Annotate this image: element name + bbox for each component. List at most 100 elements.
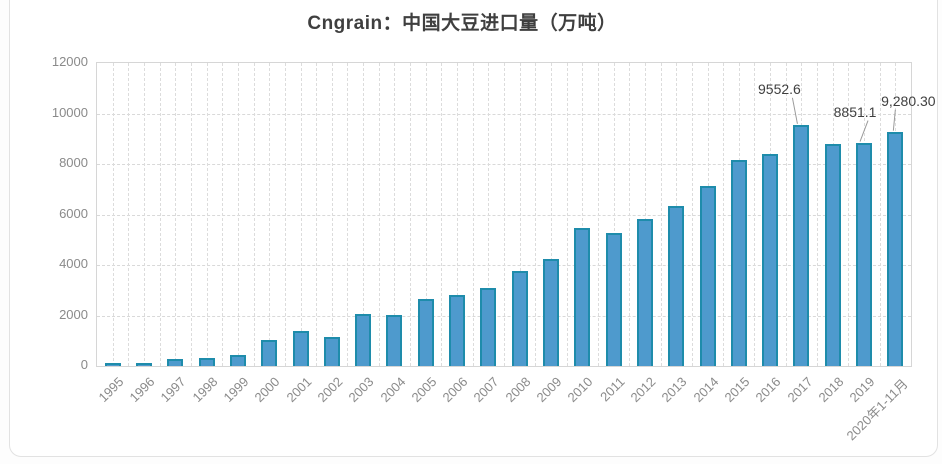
bar-1999 <box>229 355 246 366</box>
bar-2000 <box>261 339 278 366</box>
bar-2019 <box>856 142 873 366</box>
bar-2018 <box>824 143 841 366</box>
y-axis: 0 2000 4000 6000 8000 10000 12000 <box>0 55 88 372</box>
vertical-gridline <box>566 63 568 366</box>
x-axis-label: 1998 <box>189 374 221 406</box>
x-axis-label: 2012 <box>627 374 659 406</box>
vertical-gridline <box>785 63 787 366</box>
vertical-gridline <box>644 63 646 366</box>
y-axis-label: 2000 <box>59 306 88 322</box>
vertical-gridline <box>222 63 224 366</box>
vertical-gridline <box>237 63 239 366</box>
x-axis-label: 2016 <box>752 374 784 406</box>
x-axis-label: 1997 <box>157 374 189 406</box>
bar-2003 <box>355 313 372 366</box>
x-axis-label: 2000 <box>251 374 283 406</box>
x-axis-label: 2004 <box>376 374 409 406</box>
vertical-gridline <box>723 63 725 366</box>
vertical-gridline <box>269 63 271 366</box>
vertical-gridline <box>378 63 380 366</box>
vertical-gridline <box>660 63 662 366</box>
plot-area: 9552.6 8851.1 9,280.30 <box>96 62 936 367</box>
vertical-gridline <box>410 63 412 366</box>
vertical-gridline <box>754 63 756 366</box>
y-axis-label: 8000 <box>59 155 88 170</box>
x-axis-label: 2011 <box>596 374 628 405</box>
bar-1995 <box>104 363 121 366</box>
y-axis-label: 4000 <box>59 256 88 271</box>
vertical-gridline <box>441 63 443 366</box>
vertical-gridline <box>535 63 537 366</box>
bar-2013 <box>668 205 685 366</box>
bar-2016 <box>762 154 779 366</box>
bar-2020年1-11月 <box>887 131 904 366</box>
vertical-gridline <box>159 63 161 366</box>
y-axis-label: 0 <box>80 357 88 372</box>
vertical-gridline <box>143 63 145 366</box>
x-axis-label: 2009 <box>533 374 565 406</box>
x-axis-label: 2005 <box>408 374 440 406</box>
bar-2017 <box>793 124 810 366</box>
x-axis-label: 2017 <box>783 374 816 406</box>
x-axis-label: 2015 <box>721 374 753 406</box>
y-axis-label: 12000 <box>51 54 88 69</box>
vertical-gridline <box>253 63 255 366</box>
bar-2012 <box>636 218 653 366</box>
bar-2004 <box>386 314 403 366</box>
bar-2007 <box>480 288 497 366</box>
vertical-gridline <box>394 63 396 366</box>
bar-2005 <box>417 298 434 366</box>
vertical-gridline <box>691 63 693 366</box>
vertical-gridline <box>597 63 599 366</box>
bar-2011 <box>605 233 622 366</box>
vertical-gridline <box>284 63 286 366</box>
bar-2001 <box>292 330 309 366</box>
bar-2014 <box>699 185 716 366</box>
x-axis-label: 2002 <box>314 374 346 406</box>
vertical-gridline <box>629 63 631 366</box>
vertical-gridline <box>112 63 114 366</box>
vertical-gridline <box>613 63 615 366</box>
x-axis-label: 2007 <box>470 374 502 406</box>
x-axis-label: 2013 <box>658 374 690 406</box>
bar-1996 <box>135 363 152 366</box>
vertical-gridline <box>363 63 365 366</box>
x-axis-label: 1996 <box>126 374 158 406</box>
bar-2010 <box>574 227 591 366</box>
vertical-gridline <box>206 63 208 366</box>
bar-1998 <box>198 357 215 366</box>
vertical-gridline <box>190 63 192 366</box>
bar-2002 <box>323 337 340 366</box>
vertical-gridline <box>457 63 459 366</box>
x-axis: 1995 1996 1997 1998 1999 2000 2001 2002 2003 2004… <box>95 367 911 462</box>
vertical-gridline <box>582 63 584 366</box>
vertical-gridline <box>425 63 427 366</box>
bar-2015 <box>730 159 747 366</box>
vertical-gridline <box>347 63 349 366</box>
data-label-2017: 9552.6 <box>758 80 801 97</box>
vertical-gridline <box>550 63 552 366</box>
bar-2009 <box>542 258 559 366</box>
x-axis-label: 2006 <box>439 374 471 406</box>
bar-1997 <box>167 358 184 366</box>
vertical-gridline <box>848 63 850 366</box>
vertical-gridline <box>331 63 333 366</box>
x-axis-label: 2010 <box>564 374 596 406</box>
x-axis-label: 2001 <box>283 374 315 406</box>
x-axis-label: 2008 <box>502 374 534 406</box>
vertical-gridline <box>316 63 318 366</box>
x-axis-label: 2014 <box>690 374 722 406</box>
vertical-gridline <box>300 63 302 366</box>
x-axis-label: 2003 <box>345 374 377 406</box>
vertical-gridline <box>128 63 130 366</box>
y-axis-label: 10000 <box>51 104 88 120</box>
vertical-gridline <box>175 63 177 366</box>
vertical-gridline <box>519 63 521 366</box>
y-axis-label: 6000 <box>59 205 88 221</box>
vertical-gridline <box>817 63 819 366</box>
x-axis-label: 1999 <box>220 374 252 406</box>
vertical-gridline <box>504 63 505 366</box>
vertical-gridline <box>879 63 881 366</box>
x-axis-label: 2018 <box>815 374 847 406</box>
chart-title: Cngrain：中国大豆进口量（万吨） <box>307 13 617 34</box>
